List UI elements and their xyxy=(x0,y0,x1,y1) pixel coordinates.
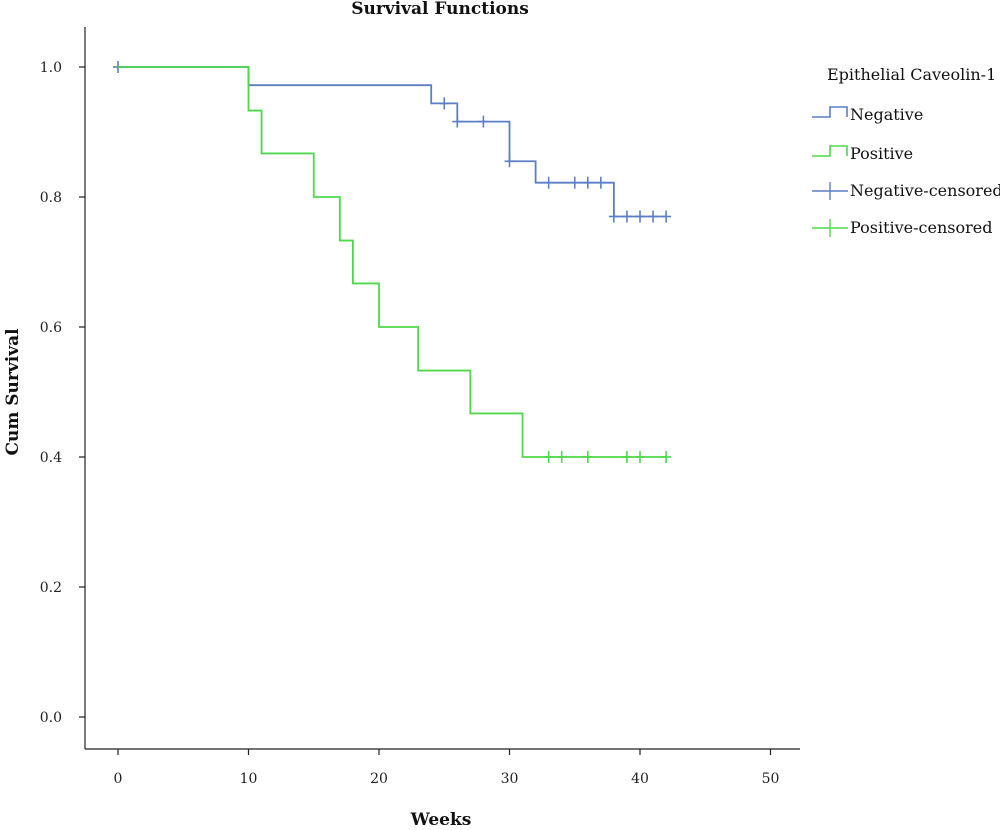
legend-title: Epithelial Caveolin-1 xyxy=(827,65,996,84)
legend: Epithelial Caveolin-1 Negative Positive … xyxy=(812,65,1000,237)
legend-label-negative-censored: Negative-censored xyxy=(850,181,1000,200)
x-tick-label: 20 xyxy=(370,771,388,787)
y-tick-label: 0.6 xyxy=(40,320,62,336)
legend-swatch-positive xyxy=(812,145,848,157)
y-axis-title: Cum Survival xyxy=(3,328,23,456)
y-tick-label: 0.8 xyxy=(40,190,62,206)
x-tick-label: 50 xyxy=(762,771,780,787)
chart-title: Survival Functions xyxy=(351,0,529,19)
series-layer xyxy=(113,61,672,463)
legend-item-positive-censored: Positive-censored xyxy=(812,218,992,237)
legend-item-positive: Positive xyxy=(812,144,913,163)
x-ticks: 0 10 20 30 40 50 xyxy=(114,749,780,787)
x-tick-label: 10 xyxy=(240,771,258,787)
y-tick-label: 1.0 xyxy=(40,60,62,76)
y-tick-label: 0.2 xyxy=(40,580,62,596)
y-tick-label: 0.0 xyxy=(40,710,62,726)
x-tick-label: 30 xyxy=(501,771,519,787)
series-line-positive xyxy=(118,66,667,458)
y-tick-label: 0.4 xyxy=(40,450,62,466)
y-ticks: 0.0 0.2 0.4 0.6 0.8 1.0 xyxy=(40,60,85,726)
legend-item-negative-censored: Negative-censored xyxy=(812,181,1000,200)
legend-item-negative: Negative xyxy=(812,105,923,124)
legend-label-positive: Positive xyxy=(850,144,913,163)
x-tick-label: 40 xyxy=(631,771,649,787)
legend-label-positive-censored: Positive-censored xyxy=(850,218,992,237)
legend-swatch-negative xyxy=(812,106,848,118)
x-tick-label: 0 xyxy=(114,771,123,787)
legend-label-negative: Negative xyxy=(850,105,923,124)
series-line-negative xyxy=(118,66,667,218)
x-axis-title: Weeks xyxy=(410,810,472,830)
